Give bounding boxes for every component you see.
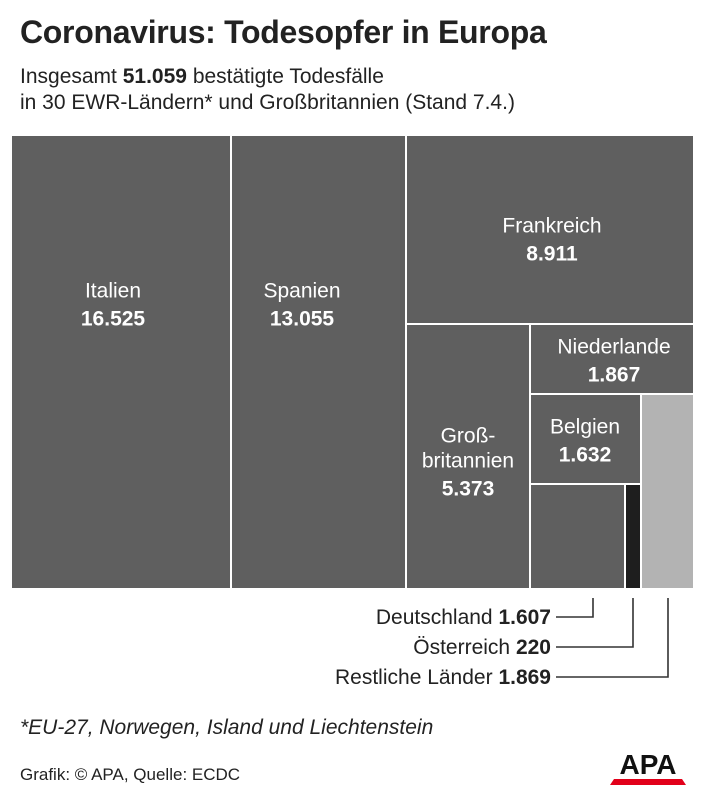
subtitle-suffix: bestätigte Todesfälle (192, 65, 384, 88)
tile-value-spanien: 13.055 (270, 308, 335, 331)
tile-value-grossbritannien: 5.373 (442, 478, 495, 501)
source-credit: Grafik: © APA, Quelle: ECDC (20, 765, 241, 784)
outside-label-name-deutschland: Deutschland (376, 606, 499, 629)
outside-label-name-restliche: Restliche Länder (335, 666, 498, 689)
chart-subtitle: Insgesamt 51.059 bestätigte Todesfälle i… (20, 64, 515, 116)
leader-line-deutschland (556, 598, 594, 618)
tile-value-italien: 16.525 (81, 308, 146, 331)
outside-label-value-oesterreich: 220 (516, 636, 551, 659)
tile-label-frankreich: Frankreich (502, 215, 601, 238)
tile-label-grossbritannien-1: Groß- (441, 425, 496, 448)
tile-belgien (531, 395, 640, 483)
tile-value-niederlande: 1.867 (588, 364, 641, 387)
tile-restliche (642, 395, 693, 588)
subtitle-line2: in 30 EWR-Ländern* und Großbritannien (S… (20, 91, 515, 114)
tile-label-italien: Italien (85, 280, 141, 303)
subtitle-total: 51.059 (122, 65, 187, 88)
leader-line-oesterreich (556, 598, 634, 648)
tile-italien (12, 136, 230, 588)
tile-deutschland (531, 485, 624, 588)
apa-logo: APA (610, 749, 686, 785)
tile-spanien (232, 136, 405, 588)
tile-value-frankreich: 8.911 (526, 243, 578, 266)
tile-grossbritannien (407, 325, 529, 588)
apa-logo-text: APA (619, 749, 676, 780)
outside-label-value-restliche: 1.869 (498, 666, 551, 689)
outside-label-value-deutschland: 1.607 (498, 606, 551, 629)
footnote: *EU-27, Norwegen, Island und Liechtenste… (20, 716, 434, 739)
tile-oesterreich (626, 485, 640, 588)
subtitle-prefix: Insgesamt (20, 65, 117, 88)
outside-label-restliche: Restliche Länder 1.869 (335, 666, 551, 689)
outside-label-name-oesterreich: Österreich (413, 636, 516, 659)
tile-label-niederlande: Niederlande (557, 336, 670, 359)
tile-value-belgien: 1.632 (559, 444, 612, 467)
outside-label-deutschland: Deutschland 1.607 (376, 606, 551, 629)
tile-label-grossbritannien-2: britannien (422, 450, 514, 473)
tile-label-belgien: Belgien (550, 416, 620, 439)
treemap-chart: Italien 16.525 Spanien 13.055 Frankreich 8.91… (12, 136, 693, 689)
tile-niederlande (531, 325, 693, 393)
tile-frankreich (407, 136, 693, 323)
leader-line-restliche (556, 598, 669, 678)
chart-title: Coronavirus: Todesopfer in Europa (20, 14, 547, 50)
apa-logo-bar (610, 779, 686, 785)
outside-label-oesterreich: Österreich 220 (413, 636, 551, 659)
tile-label-spanien: Spanien (263, 280, 340, 303)
